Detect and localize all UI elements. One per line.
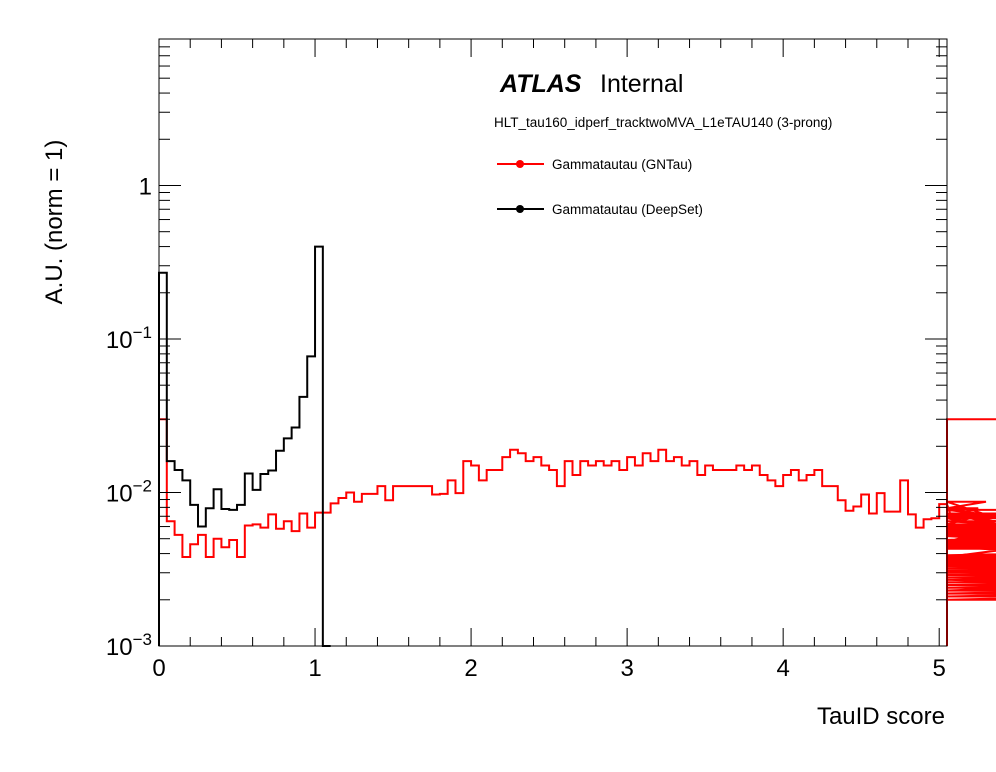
x-tick-label: 3 <box>620 655 633 682</box>
plot-frame <box>158 38 948 647</box>
atlas-label: ATLAS <box>499 70 582 98</box>
legend-entry-deepset: Gammatautau (DeepSet) <box>497 202 703 217</box>
y-tick-label: 10−1 <box>106 323 152 354</box>
series-0 <box>158 418 996 646</box>
y-axis-title: A.U. (norm = 1) <box>41 140 68 305</box>
atlas-status: Internal <box>600 70 683 98</box>
y-tick-label: 10−2 <box>106 476 152 507</box>
y-tick-label: 10−3 <box>106 630 152 661</box>
trigger-label: HLT_tau160_idperf_tracktwoMVA_L1eTAU140 … <box>494 115 832 130</box>
legend: Gammatautau (GNTau) Gammatautau (DeepSet… <box>497 157 703 217</box>
y-tick-labels: 10−3 10−2 10−1 1 <box>106 173 152 661</box>
x-tick-label: 5 <box>933 655 946 682</box>
legend-label-gntau: Gammatautau (GNTau) <box>552 157 692 172</box>
x-tick-labels: 0 1 2 3 4 5 <box>152 655 946 682</box>
x-tick-label: 1 <box>308 655 321 682</box>
series-line-1 <box>158 245 331 647</box>
legend-label-deepset: Gammatautau (DeepSet) <box>552 202 703 217</box>
x-tick-label: 0 <box>152 655 165 682</box>
series-line-0 <box>158 418 996 646</box>
x-tick-label: 4 <box>776 655 789 682</box>
series-1 <box>158 245 331 647</box>
legend-marker-gntau <box>516 160 524 168</box>
legend-marker-deepset <box>516 205 524 213</box>
x-tick-label: 2 <box>464 655 477 682</box>
axis-ticks <box>158 38 947 647</box>
legend-entry-gntau: Gammatautau (GNTau) <box>497 157 692 172</box>
x-axis-title: TauID score <box>817 703 945 730</box>
histogram-layer <box>158 245 996 647</box>
y-tick-label: 1 <box>139 173 152 200</box>
